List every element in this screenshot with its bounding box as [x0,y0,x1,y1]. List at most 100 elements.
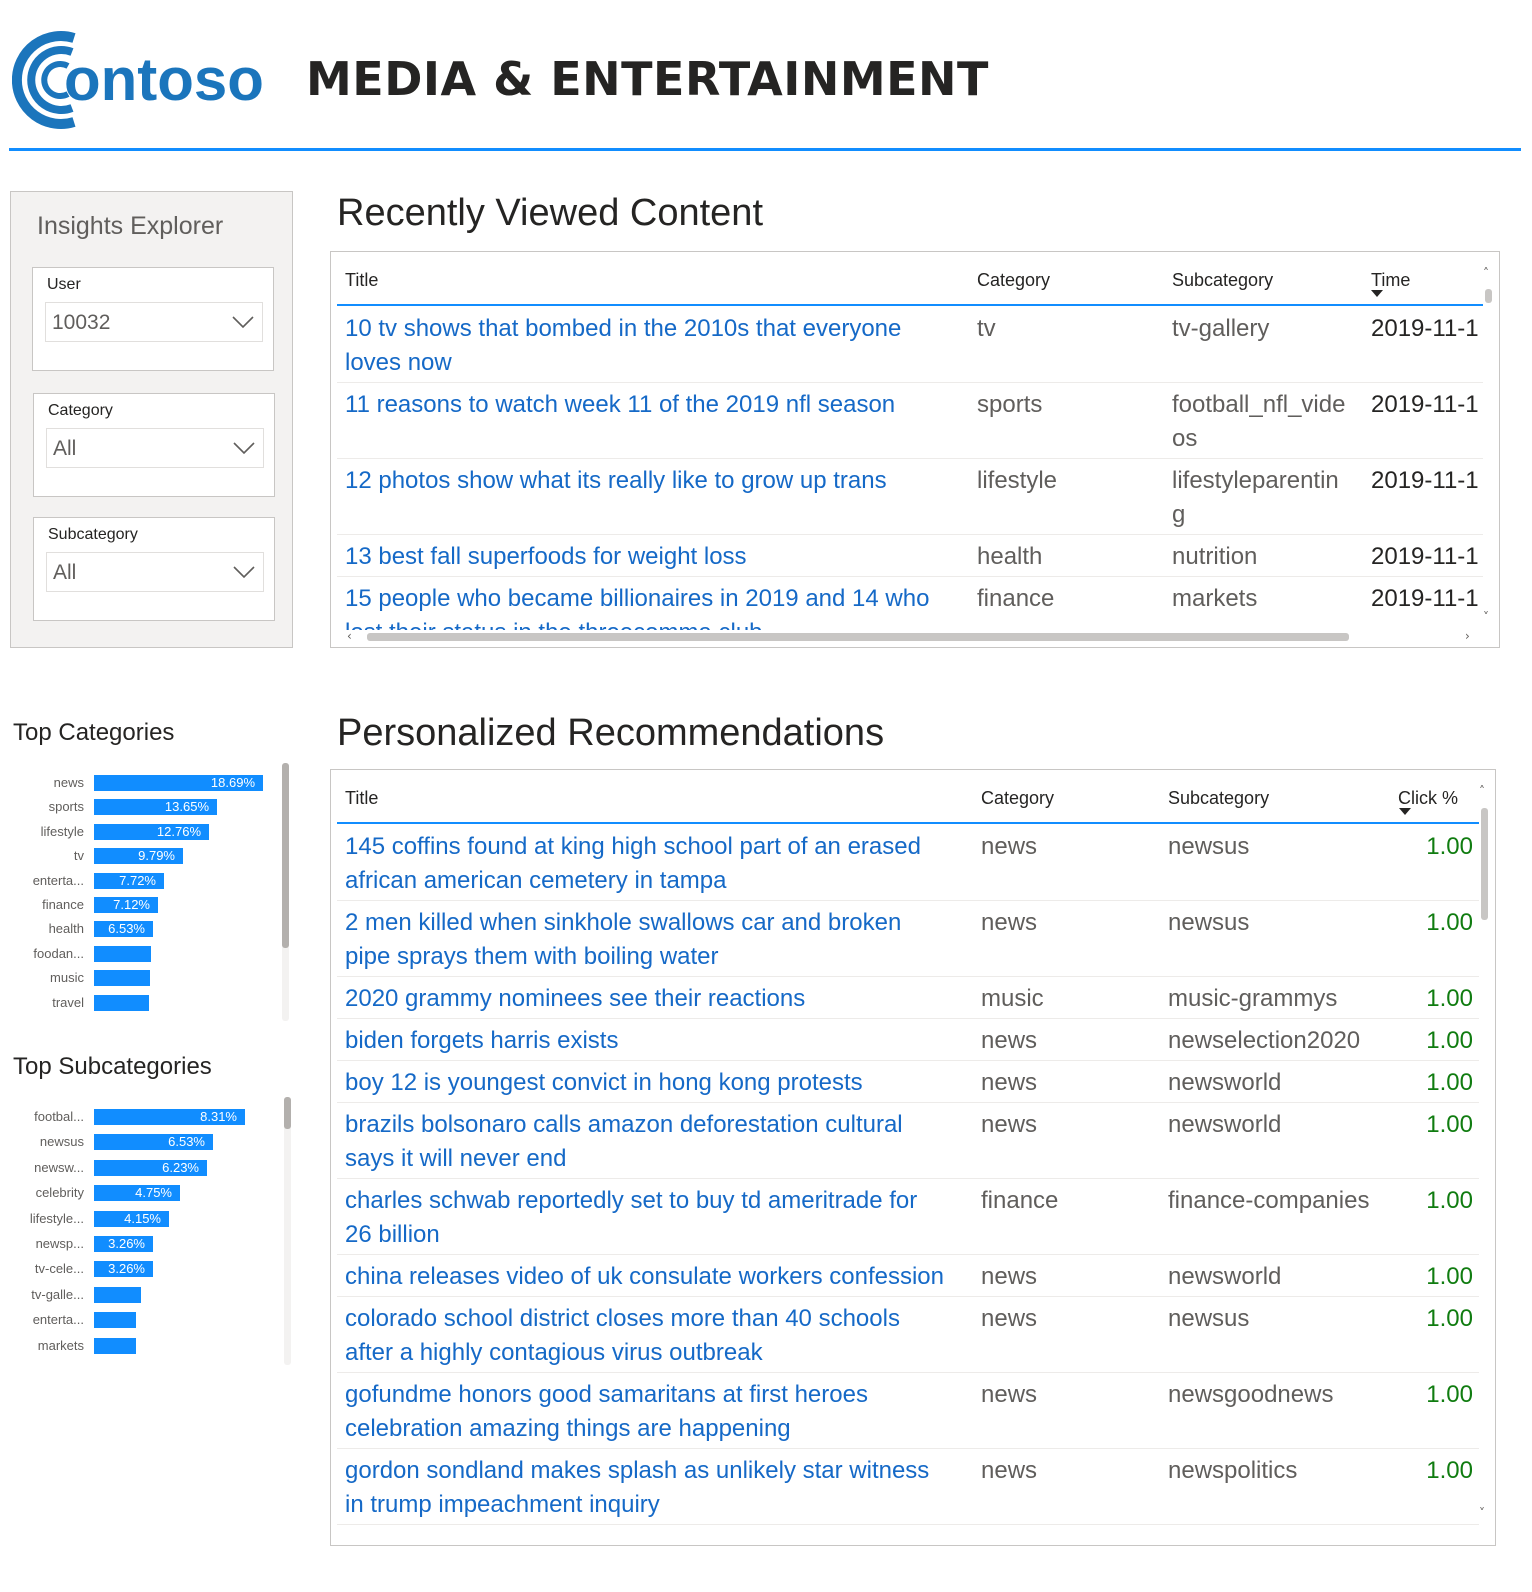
column-header-category[interactable]: Category [981,788,1055,808]
top-subcategories-title: Top Subcategories [13,1053,212,1080]
bar-1[interactable] [94,799,217,816]
title-line: colorado school district closes more tha… [345,1305,900,1332]
content-title-link[interactable]: 13 best fall superfoods for weight loss [345,540,965,574]
click-percent-cell: 1.00 [1426,985,1473,1012]
bar-value-label: 3.26% [108,1236,145,1251]
content-title-link[interactable]: boy 12 is youngest convict in hong kong … [345,1066,975,1100]
click-percent-cell: 1.00 [1426,1069,1473,1096]
content-title-link[interactable]: gordon sondland makes splash as unlikely… [345,1454,975,1522]
content-title-link[interactable]: colorado school district closes more tha… [345,1302,975,1370]
bar-value-label: 6.53% [108,921,145,937]
category-cell: finance [977,585,1055,612]
column-header-subcategory[interactable]: Subcategory [1168,788,1270,808]
horizontal-scrollbar-thumb[interactable] [367,633,1349,641]
bar-5[interactable] [94,897,158,913]
table-row[interactable]: gofundme honors good samaritans at first… [337,1372,1479,1449]
content-title-link[interactable]: biden forgets harris exists [345,1024,975,1058]
horizontal-scrollbar[interactable]: ‹ › [337,629,1477,644]
chart-scrollbar[interactable] [284,1097,291,1365]
chart-scrollbar[interactable] [282,763,289,1021]
bar-value-label: 9.79% [138,848,175,864]
bar-0[interactable] [94,775,263,791]
subcategory-cell: nutrition [1172,540,1362,574]
bar-0[interactable] [94,1109,245,1125]
bar-5[interactable] [94,1236,153,1252]
category-cell: news [981,1027,1038,1054]
title-line: 13 best fall superfoods for weight loss [345,543,747,570]
chart-scrollbar-thumb[interactable] [284,1097,291,1129]
table-row[interactable]: 2020 grammy nominees see their reactions… [337,976,1479,1019]
bar-3[interactable] [94,1185,180,1202]
category-cell: news [981,1263,1038,1290]
table-row[interactable]: 145 coffins found at king high school pa… [337,824,1479,901]
content-title-link[interactable]: 12 photos show what its really like to g… [345,464,965,498]
content-title-link[interactable]: 2020 grammy nominees see their reactions [345,982,975,1016]
scroll-up-icon[interactable]: ˄ [1483,266,1489,280]
column-header-time[interactable]: Time [1371,270,1411,290]
scroll-down-icon[interactable]: ˅ [1483,610,1489,624]
table-row[interactable]: 13 best fall superfoods for weight loss h… [337,534,1483,577]
content-title-link[interactable]: china releases video of uk consulate wor… [345,1260,975,1294]
table-row[interactable]: charles schwab reportedly set to buy td … [337,1178,1479,1255]
column-header-subcategory[interactable]: Subcategory [1172,270,1274,290]
table-row[interactable]: brazils bolsonaro calls amazon deforesta… [337,1102,1479,1179]
content-title-link[interactable]: 11 reasons to watch week 11 of the 2019 … [345,388,965,422]
bar-3[interactable] [94,848,183,865]
content-title-link[interactable]: brazils bolsonaro calls amazon deforesta… [345,1108,975,1176]
category-cell: sports [977,391,1043,418]
title-line: loves now [345,349,452,376]
table-row[interactable]: biden forgets harris exists news newselect… [337,1018,1479,1061]
chart-scrollbar-thumb[interactable] [282,763,289,948]
bar-category-label: newsus [39,1134,84,1150]
header-divider [9,148,1521,151]
content-title-link[interactable]: charles schwab reportedly set to buy td … [345,1184,975,1252]
bar-category-label: foodan... [33,945,84,961]
table-row[interactable]: china releases video of uk consulate wor… [337,1254,1479,1297]
chevron-down-icon[interactable] [233,441,255,455]
subcategory-dropdown[interactable]: All [46,552,264,592]
bar-6[interactable] [94,1261,153,1278]
click-percent-cell: 1.00 [1426,1263,1473,1290]
table-row[interactable]: colorado school district closes more tha… [337,1296,1479,1373]
bar-8[interactable] [94,1312,136,1329]
table-row[interactable]: 10 tv shows that bombed in the 2010s tha… [337,306,1483,383]
content-title-link[interactable]: gofundme honors good samaritans at first… [345,1378,975,1446]
bar-7[interactable] [94,945,151,962]
bar-4[interactable] [94,872,164,889]
table-row[interactable]: 2 men killed when sinkhole swallows car … [337,900,1479,977]
table-row[interactable]: gordon sondland makes splash as unlikely… [337,1448,1479,1525]
content-title-link[interactable]: 2 men killed when sinkhole swallows car … [345,906,975,974]
category-dropdown[interactable]: All [46,428,264,468]
table-row[interactable]: 12 photos show what its really like to g… [337,458,1483,535]
content-title-link[interactable]: 145 coffins found at king high school pa… [345,830,975,898]
bar-2[interactable] [94,823,209,840]
bar-7[interactable] [94,1286,141,1303]
bar-9[interactable] [94,1337,136,1354]
bar-value-label: 12.76% [156,823,201,839]
bar-9[interactable] [94,994,149,1011]
column-header-title[interactable]: Title [345,270,379,290]
content-title-link[interactable]: 10 tv shows that bombed in the 2010s tha… [345,312,965,380]
table-row[interactable]: boy 12 is youngest convict in hong kong … [337,1060,1479,1103]
column-header-title[interactable]: Title [345,788,379,808]
bar-2[interactable] [94,1159,207,1176]
chevron-down-icon[interactable] [232,315,254,329]
user-dropdown[interactable]: 10032 [45,302,263,342]
vertical-scrollbar-thumb[interactable] [1485,289,1492,303]
chevron-down-icon[interactable] [233,565,255,579]
bar-6[interactable] [94,921,153,938]
scroll-up-icon[interactable]: ˄ [1479,784,1485,798]
scroll-left-icon[interactable]: ‹ [347,629,352,643]
bar-8[interactable] [94,970,150,987]
scroll-down-icon[interactable]: ˅ [1479,1506,1485,1520]
scroll-right-icon[interactable]: › [1465,629,1470,643]
subcategory-cell: newselection2020 [1168,1027,1361,1054]
bar-1[interactable] [94,1134,213,1151]
column-header-click[interactable]: Click % [1398,788,1459,808]
column-header-category[interactable]: Category [977,270,1051,290]
bar-4[interactable] [94,1210,169,1227]
table-row[interactable]: 11 reasons to watch week 11 of the 2019 … [337,382,1483,459]
vertical-scrollbar-thumb[interactable] [1481,808,1488,920]
subcategory-cell: lifestyleparentin g [1172,464,1362,532]
title-line: biden forgets harris exists [345,1027,619,1054]
